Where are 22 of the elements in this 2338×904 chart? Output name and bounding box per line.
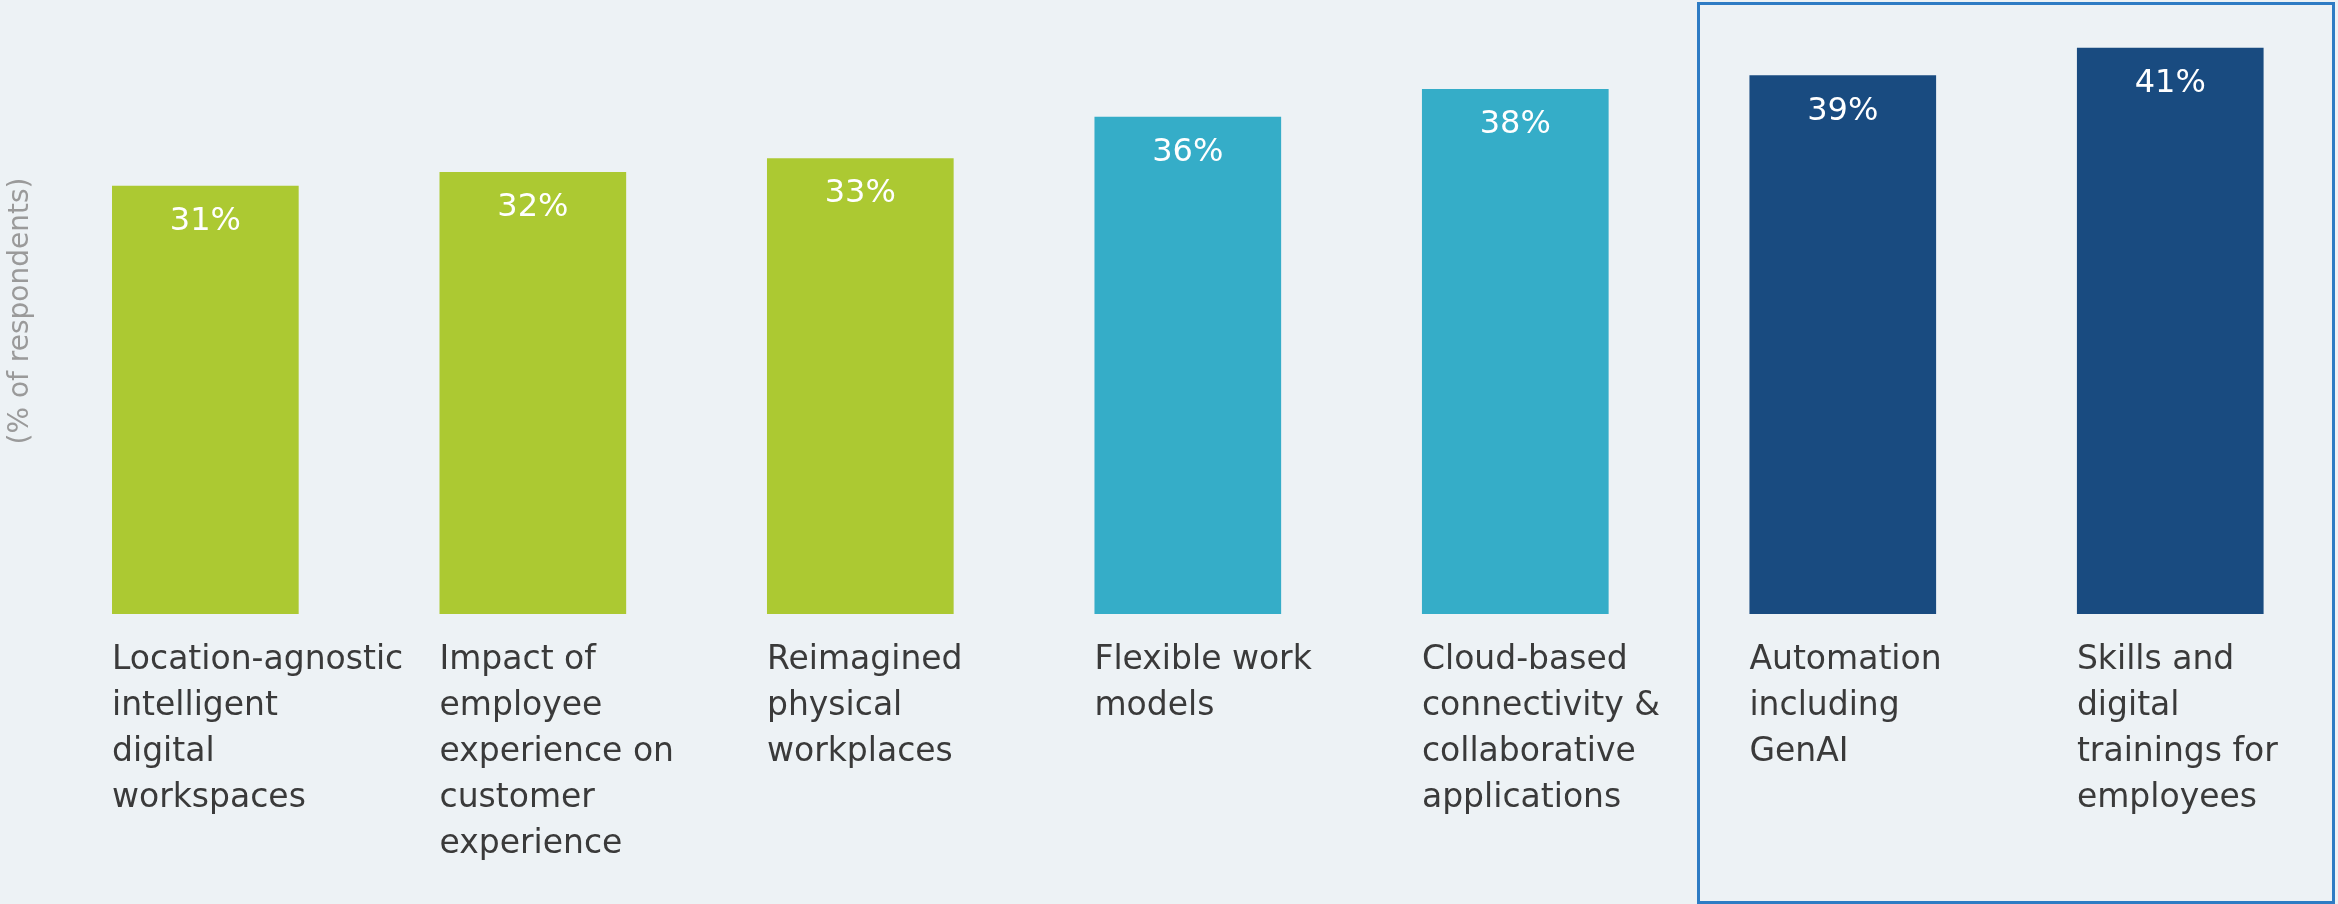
x-tick-label: Reimagined physical workplaces (766, 638, 963, 770)
bar (2076, 47, 2264, 614)
data-label: 41% (2134, 61, 2206, 100)
x-tick-label: Flexible work models (1094, 638, 1313, 724)
data-label: 38% (1479, 103, 1551, 142)
data-label: 39% (1807, 89, 1879, 128)
bar (1094, 116, 1282, 614)
y-axis-title: (% of respondents) (2, 177, 36, 445)
data-label: 32% (497, 186, 569, 225)
data-label: 31% (169, 200, 241, 239)
bar (1421, 89, 1609, 614)
bar (439, 171, 627, 614)
data-label: 33% (824, 172, 896, 211)
x-tick-label: Skills and digital trainings for employees (2076, 638, 2279, 816)
data-label: 36% (1152, 131, 1224, 170)
x-tick-label: Cloud-based connectivity & collaborative applications (1421, 638, 1661, 816)
bar (766, 158, 954, 614)
bar (112, 185, 299, 614)
x-tick-label: Impact of employee experience on customer experience (439, 638, 674, 862)
x-tick-label: Automation including GenAI (1749, 638, 1942, 770)
x-tick-label: Location-agnostic intelligent digital workspaces (112, 638, 404, 816)
bar (1749, 75, 1937, 614)
